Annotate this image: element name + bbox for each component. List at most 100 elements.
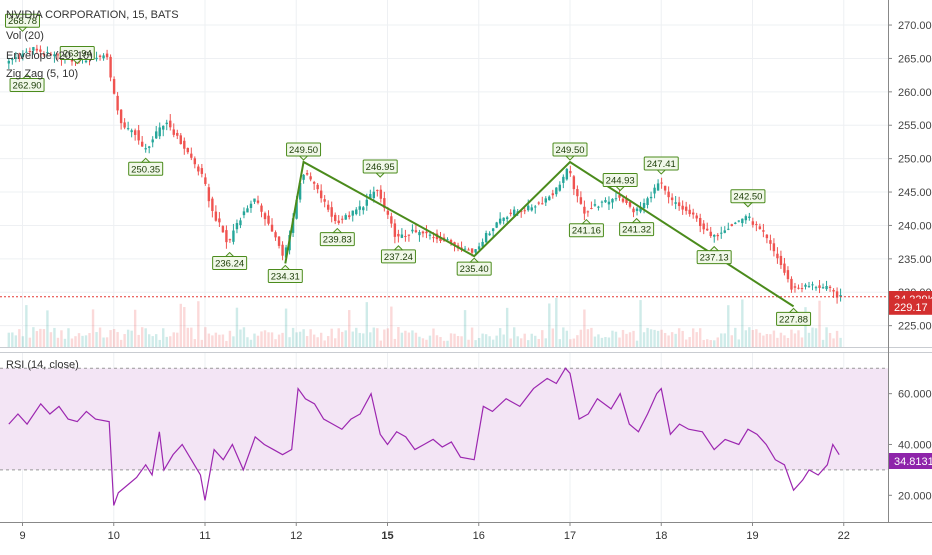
volume-bar — [453, 333, 456, 347]
candle-body — [565, 168, 569, 180]
candle-body — [221, 226, 225, 233]
volume-bar — [211, 335, 214, 347]
candle-body — [579, 197, 583, 204]
candle-body — [112, 79, 116, 94]
candle-body — [562, 176, 565, 183]
candle-body — [95, 57, 98, 60]
candle-body — [656, 183, 660, 191]
candle-body — [362, 207, 365, 211]
volume-bar — [246, 337, 249, 347]
volume-bar — [133, 309, 137, 347]
candle-body — [621, 198, 625, 202]
volume-bar — [270, 332, 274, 347]
volume-bar — [649, 329, 653, 347]
candle-body — [691, 212, 695, 215]
volume-bar — [379, 340, 383, 347]
pivot-label-pointer — [374, 172, 386, 178]
volume-bar — [653, 329, 656, 347]
volume-bar — [786, 337, 790, 347]
candle-body — [365, 199, 368, 206]
candle-body — [179, 135, 182, 145]
volume-bar — [323, 340, 326, 347]
volume-bar — [548, 303, 551, 347]
x-tick-label: 16 — [473, 530, 485, 542]
zigzag-pivot-label: 239.83 — [319, 227, 355, 247]
volume-legend[interactable]: Vol (20) — [6, 30, 44, 42]
candle-body — [151, 139, 154, 143]
x-tick-label: 17 — [564, 530, 576, 542]
volume-bar — [765, 333, 769, 347]
candles — [7, 44, 842, 304]
volume-bar — [527, 340, 530, 347]
volume-bar — [428, 335, 432, 347]
candle-body — [527, 205, 530, 211]
candle-body — [821, 287, 825, 289]
price-tick-label: 240.00 — [898, 220, 932, 232]
symbol-title[interactable]: NVIDIA CORPORATION, 15, BATS — [6, 9, 179, 21]
volume-bar — [783, 335, 786, 347]
envelope-legend[interactable]: Envelope (20, 10) — [6, 50, 93, 62]
candle-body — [39, 49, 42, 52]
candle-body — [46, 52, 49, 54]
candle-body — [407, 234, 411, 236]
rsi-line — [8, 367, 840, 506]
candle-body — [228, 239, 232, 241]
volume-bar — [576, 335, 579, 347]
candle-body — [190, 153, 193, 158]
volume-bar — [411, 330, 414, 347]
volume-bar — [762, 335, 765, 347]
candle-body — [702, 223, 705, 230]
volume-bar — [84, 335, 88, 347]
candle-body — [295, 200, 298, 219]
candle-body — [751, 221, 755, 225]
zigzag-pivot-label: 237.13 — [696, 245, 732, 265]
candle-body — [119, 109, 123, 124]
zigzag-legend[interactable]: Zig Zag (5, 10) — [6, 68, 79, 80]
rsi-legend[interactable]: RSI (14, close) — [6, 359, 79, 371]
candle-body — [109, 56, 112, 78]
candle-body — [404, 235, 407, 237]
volume-bar — [169, 336, 172, 347]
volume-bar — [491, 339, 495, 347]
candle-body — [25, 51, 28, 53]
volume-bar — [400, 332, 404, 347]
candle-body — [544, 198, 547, 203]
candle-body — [130, 130, 133, 133]
volume-bar — [751, 329, 755, 347]
pivot-label-pointer — [742, 202, 754, 208]
candle-body — [186, 147, 190, 153]
volume-bar — [91, 309, 95, 347]
volume-bar — [25, 305, 28, 347]
candle-body — [484, 232, 488, 243]
volume-bar — [572, 338, 576, 347]
candle-body — [523, 210, 526, 212]
volume-bar — [274, 339, 277, 347]
volume-bar — [516, 336, 519, 347]
volume-bar — [263, 330, 267, 347]
volume-bar — [49, 332, 53, 347]
candle-body — [249, 203, 253, 208]
candle-body — [316, 184, 319, 190]
volume-bar — [600, 337, 604, 347]
candle-body — [239, 220, 242, 226]
candle-body — [551, 193, 555, 196]
candle-body — [769, 240, 772, 244]
candle-body — [646, 198, 649, 206]
volume-bar — [674, 333, 677, 347]
volume-bar — [702, 339, 705, 347]
volume-bar — [512, 327, 516, 347]
candle-body — [811, 284, 814, 286]
candle-body — [779, 255, 783, 265]
volume-bar — [11, 332, 14, 347]
volume-bar — [284, 308, 288, 347]
zigzag-pivot-label: 247.41 — [643, 156, 679, 175]
candle-body — [583, 206, 586, 214]
volume-bar — [344, 330, 347, 347]
candle-body — [502, 217, 505, 221]
candle-body — [232, 230, 235, 242]
candle-body — [667, 191, 670, 198]
candle-body — [453, 242, 456, 246]
candle-body — [263, 213, 267, 220]
